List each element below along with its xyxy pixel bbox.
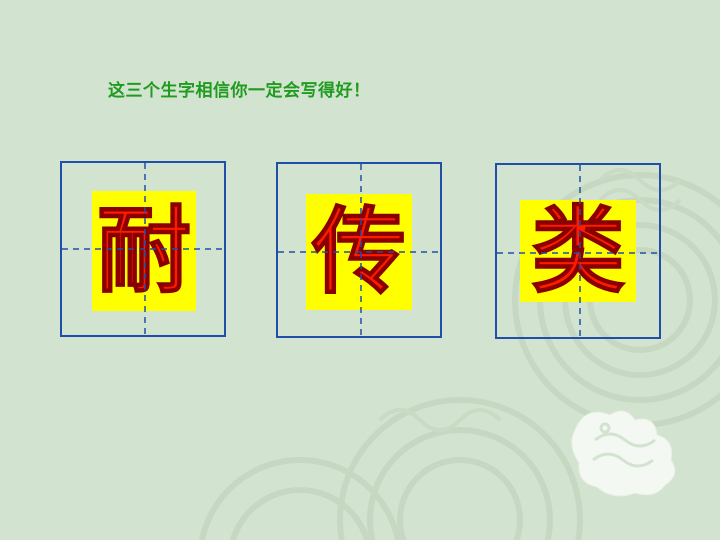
character-tile-2: 传 [306, 194, 412, 310]
character-glyph-2: 传 [311, 197, 407, 307]
character-tile-1: 耐 [92, 191, 196, 311]
dragon-emblem-icon [571, 410, 676, 497]
character-tile-3: 类 [520, 200, 636, 302]
writing-grid-2: 传 [276, 162, 442, 338]
writing-grid-1: 耐 [60, 161, 226, 337]
character-glyph-1: 耐 [96, 196, 192, 306]
character-glyph-3: 类 [530, 196, 626, 306]
instruction-text: 这三个生字相信你一定会写得好！ [108, 81, 371, 101]
writing-grid-3: 类 [495, 163, 661, 339]
